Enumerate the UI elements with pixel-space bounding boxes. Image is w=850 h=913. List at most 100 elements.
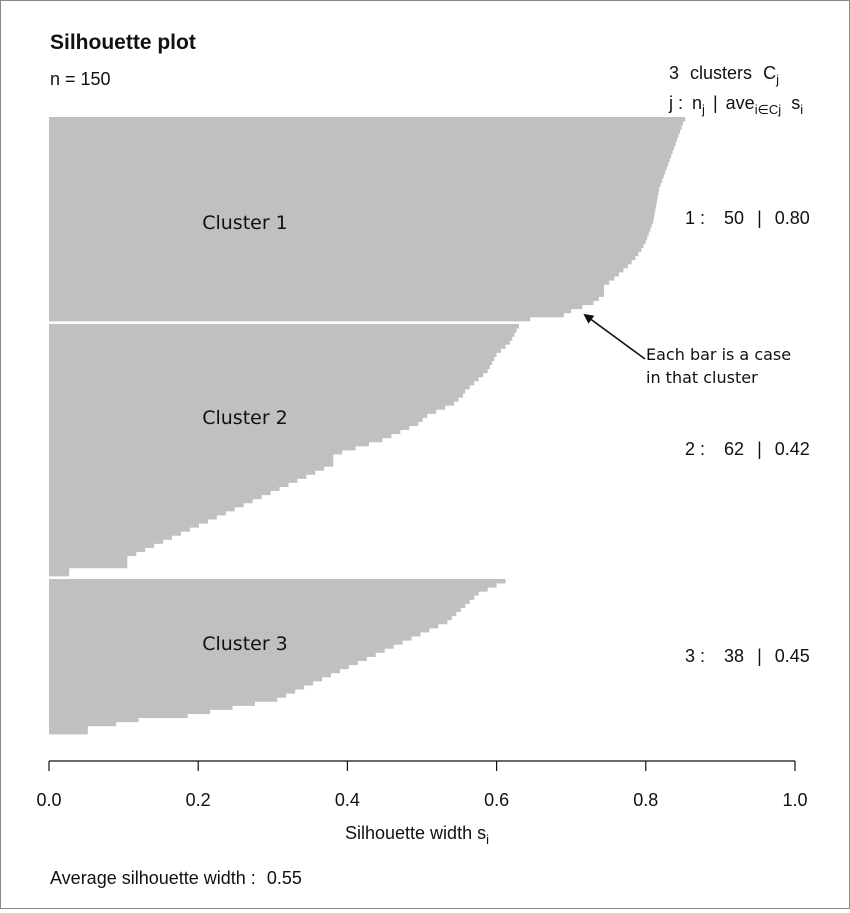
silhouette-bar-c3-12 — [49, 623, 439, 629]
silhouette-bar-c1-35 — [49, 255, 636, 261]
silhouette-bar-c3-15 — [49, 636, 412, 641]
silhouette-bar-c3-35 — [49, 717, 139, 723]
silhouette-bar-c3-7 — [49, 603, 466, 608]
silhouette-bar-c2-61 — [49, 567, 70, 573]
silhouette-bar-c3-37 — [49, 725, 88, 731]
silhouette-bar-c2-35 — [49, 462, 334, 467]
silhouette-bar-c2-39 — [49, 478, 298, 483]
silhouette-bar-c3-32 — [49, 705, 233, 710]
silhouette-bar-c3-21 — [49, 660, 358, 666]
cluster-2-n: 62 — [724, 439, 744, 459]
silhouette-bar-c3-27 — [49, 685, 305, 690]
bars-group — [49, 117, 686, 735]
silhouette-bar-c2-22 — [49, 409, 437, 414]
silhouette-bar-c1-48 — [49, 308, 572, 314]
silhouette-bar-c2-13 — [49, 372, 484, 378]
cluster-1-label: Cluster 1 — [202, 212, 288, 234]
silhouette-bar-c1-38 — [49, 267, 624, 273]
silhouette-bar-c2-56 — [49, 547, 146, 553]
x-axis-label: Silhouette width si — [345, 823, 489, 847]
silhouette-bar-c3-28 — [49, 689, 296, 694]
x-tick-label-1: 0.2 — [186, 790, 211, 810]
silhouette-bar-c2-45 — [49, 502, 244, 508]
silhouette-bar-c1-42 — [49, 284, 605, 289]
cluster-3-n: 38 — [724, 646, 744, 666]
stats-header-s: s — [791, 93, 800, 113]
silhouette-bar-c1-31 — [49, 239, 646, 244]
silhouette-bar-c3-2 — [49, 583, 497, 588]
silhouette-bar-c1-11 — [49, 157, 670, 163]
silhouette-bar-c1-17 — [49, 182, 661, 187]
silhouette-bar-c2-62 — [49, 571, 70, 577]
x-tick-label-0: 0.0 — [36, 790, 61, 810]
silhouette-bar-c1-2 — [49, 121, 684, 126]
silhouette-bar-c3-26 — [49, 680, 314, 686]
silhouette-bar-c3-10 — [49, 615, 452, 621]
silhouette-bar-c2-58 — [49, 555, 128, 561]
silhouette-bar-c2-3 — [49, 332, 515, 337]
silhouette-bar-c1-13 — [49, 165, 667, 171]
silhouette-bar-c1-20 — [49, 194, 658, 199]
silhouette-bar-c2-31 — [49, 445, 356, 451]
silhouette-bar-c1-37 — [49, 263, 628, 269]
stats-header-n: n — [692, 93, 702, 113]
silhouette-bar-c3-6 — [49, 599, 470, 604]
n-label: n = 150 — [50, 69, 111, 89]
silhouette-bar-c3-13 — [49, 627, 430, 633]
silhouette-bar-c2-23 — [49, 413, 428, 418]
cluster-1-ave: 0.80 — [775, 208, 810, 228]
silhouette-bar-c2-10 — [49, 360, 493, 366]
silhouette-bar-c3-29 — [49, 693, 287, 698]
silhouette-bar-c1-29 — [49, 231, 649, 236]
silhouette-bar-c1-26 — [49, 219, 654, 224]
silhouette-bar-c2-24 — [49, 417, 423, 422]
silhouette-bar-c2-38 — [49, 474, 307, 479]
silhouette-bar-c2-26 — [49, 425, 410, 431]
silhouette-bar-c2-15 — [49, 380, 475, 386]
silhouette-bar-c3-33 — [49, 709, 211, 715]
silhouette-bar-c1-25 — [49, 214, 655, 220]
silhouette-bar-c1-16 — [49, 178, 663, 183]
silhouette-bar-c1-41 — [49, 280, 610, 285]
silhouette-bar-c2-25 — [49, 421, 419, 427]
cluster-3-j: 3 : — [685, 646, 705, 666]
silhouette-bar-c3-1 — [49, 579, 506, 584]
silhouette-bar-c1-27 — [49, 223, 652, 228]
silhouette-bar-c1-6 — [49, 137, 678, 142]
silhouette-bar-c1-14 — [49, 170, 666, 175]
silhouette-bar-c2-32 — [49, 450, 343, 455]
x-axis-label-sub: i — [486, 832, 489, 847]
silhouette-bar-c1-12 — [49, 161, 669, 167]
silhouette-bar-c1-8 — [49, 145, 675, 151]
cluster-2-sep: | — [757, 439, 762, 459]
x-tick-label-5: 1.0 — [782, 790, 807, 810]
silhouette-bar-c2-42 — [49, 490, 271, 496]
silhouette-bar-c1-43 — [49, 288, 605, 293]
silhouette-bar-c1-23 — [49, 206, 656, 212]
stats-header-s-sub: i — [800, 102, 803, 117]
x-tick-label-3: 0.6 — [484, 790, 509, 810]
cluster-2-label: Cluster 2 — [202, 407, 288, 429]
silhouette-bar-c2-40 — [49, 482, 289, 487]
silhouette-bar-c1-50 — [49, 316, 531, 322]
cluster-symbol-sub: j — [775, 72, 779, 87]
silhouette-bar-c1-30 — [49, 235, 648, 240]
silhouette-bar-c2-41 — [49, 486, 280, 492]
silhouette-bar-c1-1 — [49, 117, 686, 122]
cluster-1-j: 1 : — [685, 208, 705, 228]
silhouette-bar-c1-3 — [49, 125, 682, 130]
silhouette-bar-c1-7 — [49, 141, 676, 146]
silhouette-bar-c1-33 — [49, 247, 642, 253]
silhouette-bar-c2-59 — [49, 559, 128, 565]
silhouette-bar-c1-15 — [49, 174, 664, 179]
silhouette-bar-c2-17 — [49, 389, 466, 394]
silhouette-bar-c2-36 — [49, 466, 325, 471]
stats-header-ave: ave — [726, 93, 755, 113]
silhouette-bar-c2-44 — [49, 498, 253, 504]
silhouette-bar-c3-23 — [49, 668, 340, 674]
silhouette-bar-c1-39 — [49, 272, 619, 277]
chart-title: Silhouette plot — [50, 31, 196, 54]
silhouette-bar-c2-9 — [49, 356, 495, 361]
silhouette-bar-c3-24 — [49, 672, 331, 678]
